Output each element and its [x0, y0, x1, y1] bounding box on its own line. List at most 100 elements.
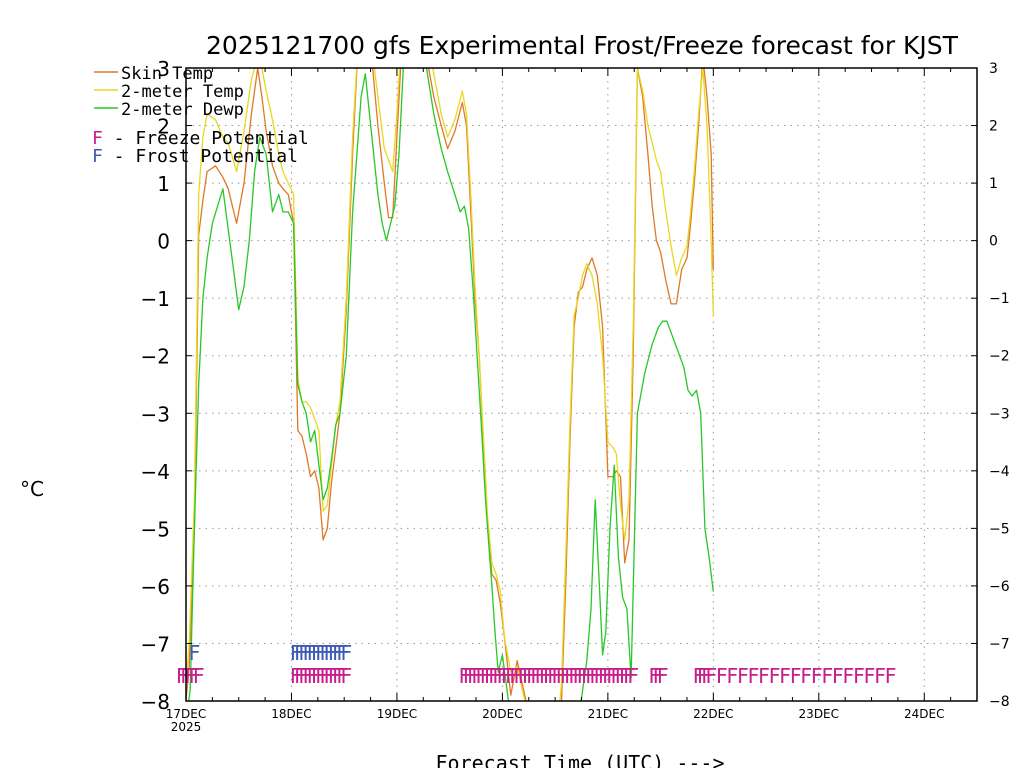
freeze-marker-43: F — [564, 664, 576, 688]
freeze-marker-33: F — [522, 664, 534, 688]
frost-marker-0: F — [188, 641, 200, 665]
frost-marker-12: F — [336, 641, 348, 665]
freeze-marker-37: F — [539, 664, 551, 688]
freeze-marker-21: F — [471, 664, 483, 688]
y-axis-label: °C — [20, 477, 44, 501]
y-tick-label-left-9: −6 — [141, 575, 170, 599]
x-tick-label-0: 17DEC — [166, 707, 206, 721]
freeze-marker-36: F — [534, 664, 546, 688]
freeze-marker-45: F — [572, 664, 584, 688]
freeze-marker-46: F — [577, 664, 589, 688]
freeze-marker-54: F — [610, 664, 622, 688]
freeze-marker-62: F — [693, 664, 705, 688]
legend-label-0: Skin Temp — [121, 64, 213, 84]
freeze-marker-16: F — [336, 664, 348, 688]
freeze-marker-35: F — [530, 664, 542, 688]
y-tick-label-right-4: −1 — [989, 291, 1010, 307]
freeze-marker-40: F — [551, 664, 563, 688]
freeze-marker-22: F — [475, 664, 487, 688]
freeze-marker-29: F — [505, 664, 517, 688]
freeze-marker-6: F — [294, 664, 306, 688]
y-tick-label-right-10: −7 — [989, 636, 1010, 652]
frost-marker-13: F — [340, 641, 352, 665]
y-tick-label-left-7: −4 — [141, 460, 170, 484]
frost-marker-11: F — [332, 641, 344, 665]
freeze-marker-65: F — [705, 664, 717, 688]
marker-legend-text-0: - Freeze Potential — [103, 128, 309, 149]
freeze-marker-74: F — [800, 664, 812, 688]
frost-marker-1: F — [290, 641, 302, 665]
freeze-marker-28: F — [501, 664, 513, 688]
y-tick-label-left-1: 2 — [157, 115, 170, 139]
y-tick-label-right-7: −4 — [989, 464, 1010, 480]
frost-marker-7: F — [315, 641, 327, 665]
y-tick-label-right-6: −3 — [989, 406, 1010, 422]
freeze-marker-60: F — [652, 664, 664, 688]
y-tick-label-right-1: 2 — [989, 119, 998, 135]
freeze-marker-9: F — [307, 664, 319, 688]
x-tick-label-2: 19DEC — [377, 707, 417, 721]
freeze-marker-39: F — [547, 664, 559, 688]
frost-marker-8: F — [319, 641, 331, 665]
freeze-marker-71: F — [768, 664, 780, 688]
marker-legend-text-1: - Frost Potential — [103, 146, 298, 167]
freeze-marker-31: F — [513, 664, 525, 688]
freeze-marker-82: F — [884, 664, 896, 688]
y-tick-label-left-8: −5 — [141, 517, 170, 541]
freeze-marker-67: F — [726, 664, 738, 688]
freeze-marker-51: F — [598, 664, 610, 688]
freeze-marker-19: F — [463, 664, 475, 688]
freeze-marker-64: F — [701, 664, 713, 688]
freeze-marker-61: F — [657, 664, 669, 688]
freeze-marker-5: F — [290, 664, 302, 688]
freeze-marker-8: F — [302, 664, 314, 688]
freeze-marker-77: F — [832, 664, 844, 688]
freeze-marker-2: F — [184, 664, 196, 688]
y-tick-label-left-10: −7 — [141, 632, 170, 656]
series-line-skin-temp — [186, 68, 714, 701]
y-tick-label-right-11: −8 — [989, 694, 1010, 710]
y-tick-label-right-0: 3 — [989, 61, 998, 77]
y-tick-label-right-9: −6 — [989, 579, 1010, 595]
marker-legend-symbol-1: F — [92, 146, 103, 167]
freeze-marker-23: F — [480, 664, 492, 688]
freeze-marker-76: F — [821, 664, 833, 688]
y-tick-label-right-3: 0 — [989, 234, 998, 250]
freeze-marker-57: F — [623, 664, 635, 688]
freeze-marker-0: F — [176, 664, 188, 688]
y-tick-label-right-8: −5 — [989, 521, 1010, 537]
freeze-marker-24: F — [484, 664, 496, 688]
freeze-marker-50: F — [593, 664, 605, 688]
freeze-marker-59: F — [648, 664, 660, 688]
frost-marker-2: F — [294, 641, 306, 665]
freeze-marker-38: F — [543, 664, 555, 688]
series-line-2-meter-temp — [186, 68, 714, 701]
freeze-marker-70: F — [758, 664, 770, 688]
freeze-marker-44: F — [568, 664, 580, 688]
plot-frame — [185, 67, 978, 702]
x-tick-label-3: 20DEC — [482, 707, 522, 721]
freeze-marker-25: F — [488, 664, 500, 688]
freeze-marker-69: F — [747, 664, 759, 688]
freeze-marker-66: F — [716, 664, 728, 688]
x-axis-label: Forecast Time (UTC) ---> — [436, 751, 725, 768]
chart-title: 2025121700 gfs Experimental Frost/Freeze… — [206, 31, 959, 60]
frost-marker-3: F — [298, 641, 310, 665]
freeze-marker-81: F — [874, 664, 886, 688]
grid-lines — [186, 68, 977, 701]
freeze-marker-80: F — [863, 664, 875, 688]
freeze-marker-41: F — [555, 664, 567, 688]
freeze-marker-49: F — [589, 664, 601, 688]
y-tick-label-right-2: 1 — [989, 176, 998, 192]
freeze-marker-4: F — [193, 664, 205, 688]
freeze-marker-48: F — [585, 664, 597, 688]
freeze-marker-11: F — [315, 664, 327, 688]
y-tick-label-left-4: −1 — [141, 287, 170, 311]
legend-label-1: 2-meter Temp — [121, 82, 244, 102]
y-tick-label-left-2: 1 — [157, 172, 170, 196]
freeze-marker-7: F — [298, 664, 310, 688]
y-tick-label-left-11: −8 — [141, 690, 170, 714]
